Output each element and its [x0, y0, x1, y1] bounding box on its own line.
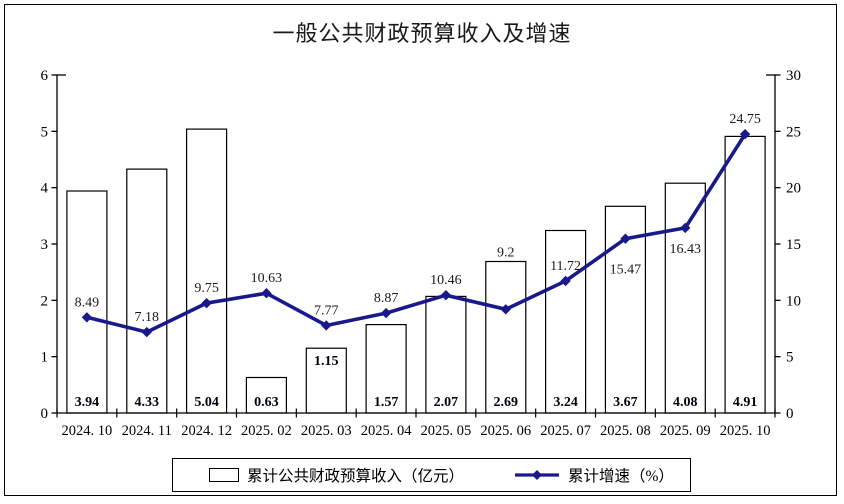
line-point-marker: [560, 275, 571, 287]
right-axis-tick-label: 10: [786, 293, 801, 309]
left-axis-tick-label: 2: [41, 293, 49, 309]
bar-value-label: 1.57: [374, 395, 399, 410]
x-axis-category-label: 2024. 11: [122, 423, 172, 439]
bar: [485, 260, 527, 414]
line-value-label: 9.75: [194, 281, 219, 296]
x-axis-category-label: 2025. 09: [660, 423, 711, 439]
line-point-marker: [141, 326, 152, 338]
line-value-label: 10.46: [430, 273, 462, 288]
x-axis-category-label: 2025. 03: [301, 423, 352, 439]
bar: [664, 182, 706, 414]
right-axis-tick-label: 20: [786, 181, 801, 197]
left-axis-tick-label: 6: [41, 68, 49, 84]
bar-value-label: 4.91: [733, 395, 758, 410]
line-point-marker: [201, 297, 212, 309]
bar-value-label: 2.07: [434, 395, 459, 410]
legend: 累计公共财政预算收入（亿元） 累计增速（%）: [172, 458, 691, 492]
line-value-label: 10.63: [251, 271, 283, 286]
bar: [425, 295, 467, 414]
legend-bar-swatch-icon: [209, 468, 239, 482]
bar: [544, 229, 587, 414]
line-value-label: 7.77: [314, 304, 339, 319]
bar-value-label: 3.67: [613, 395, 638, 410]
right-axis-tick-label: 25: [786, 124, 801, 140]
x-axis-category-label: 2025. 10: [720, 423, 771, 439]
bar-value-label: 1.15: [314, 354, 339, 369]
right-axis-tick-label: 5: [786, 350, 794, 366]
bar: [724, 135, 766, 414]
line-value-label: 11.72: [550, 259, 581, 274]
right-axis-tick-label: 15: [786, 237, 801, 253]
line-point-marker: [739, 128, 751, 140]
line-point-marker: [440, 289, 452, 301]
legend-line-marker-icon: [515, 470, 560, 480]
line-value-label: 8.87: [374, 291, 399, 306]
bar: [186, 128, 228, 414]
line-value-label: 15.47: [610, 263, 642, 278]
x-axis-category-label: 2024. 10: [62, 423, 113, 439]
x-axis-category-label: 2025. 02: [241, 423, 292, 439]
x-axis-category-label: 2025. 04: [361, 423, 413, 439]
bar-value-label: 5.04: [194, 395, 219, 410]
line-point-marker: [500, 304, 511, 315]
bar: [305, 347, 347, 414]
x-axis-category-label: 2025. 06: [480, 423, 531, 439]
left-axis-tick-label: 5: [41, 124, 49, 140]
legend-bar-label: 累计公共财政预算收入（亿元）: [247, 468, 465, 485]
line-point-marker: [81, 312, 93, 323]
x-axis-category-label: 2025. 05: [421, 423, 472, 439]
line-point-marker: [261, 288, 272, 299]
x-axis-category-label: 2025. 08: [600, 423, 651, 439]
chart-frame: [4, 4, 837, 496]
left-axis-tick-label: 4: [41, 181, 49, 197]
right-axis-tick-label: 30: [786, 68, 801, 84]
bar-value-label: 4.33: [135, 395, 160, 410]
line-point-marker: [620, 233, 631, 244]
bar-value-label: 3.94: [75, 395, 100, 410]
bar-value-label: 4.08: [673, 395, 698, 410]
line-value-label: 9.2: [497, 245, 515, 260]
line-value-label: 16.43: [670, 242, 702, 257]
bar-value-label: 0.63: [254, 395, 279, 410]
line-value-label: 8.49: [75, 295, 100, 310]
line-value-label: 24.75: [729, 112, 761, 127]
left-axis-tick-label: 1: [41, 350, 49, 366]
bar-value-label: 3.24: [553, 395, 578, 410]
x-axis-category-label: 2024. 12: [181, 423, 232, 439]
line-point-marker: [680, 222, 691, 234]
line-point-marker: [380, 307, 392, 319]
line-point-marker: [321, 320, 332, 331]
right-axis-tick-label: 0: [786, 406, 794, 422]
bar: [126, 168, 168, 414]
x-axis-category-label: 2025. 07: [540, 423, 591, 439]
line-value-label: 7.18: [135, 310, 160, 325]
bar-value-label: 2.69: [494, 395, 519, 410]
legend-line-label: 累计增速（%）: [568, 468, 674, 485]
left-axis-tick-label: 3: [41, 237, 49, 253]
left-axis-tick-label: 0: [41, 406, 49, 422]
growth-line: [86, 133, 747, 335]
bar: [66, 190, 108, 414]
chart-title: 一般公共财政预算收入及增速: [272, 21, 572, 46]
